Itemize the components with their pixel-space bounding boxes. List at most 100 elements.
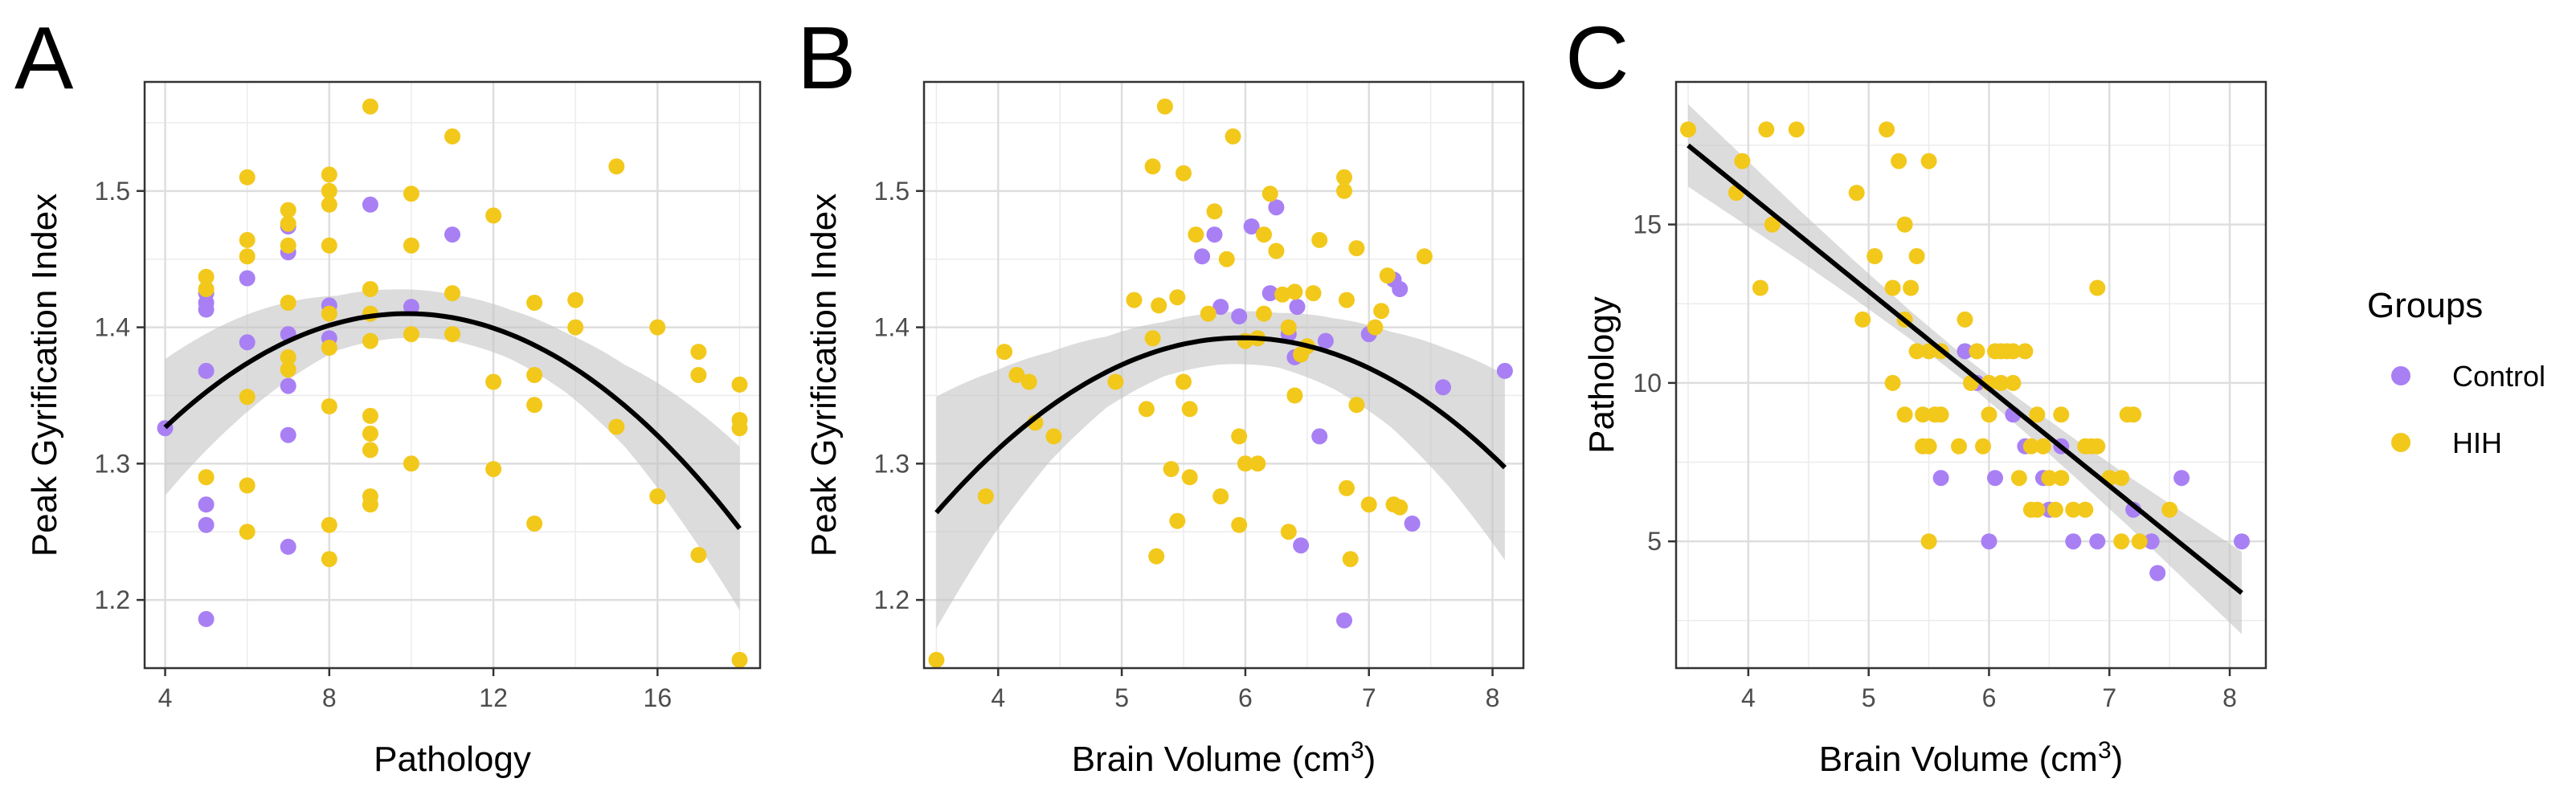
panel-b-point-hih — [1126, 291, 1143, 308]
panel-c-point-hih — [2005, 343, 2022, 360]
panel-b-point-hih — [1336, 182, 1352, 199]
panel-a-point-hih — [198, 469, 215, 486]
panel-c-point-hih — [1903, 279, 1920, 296]
panel-b-point-hih — [928, 651, 945, 668]
panel-c-frame — [1674, 80, 2267, 670]
panel-c-point-hih — [2053, 406, 2070, 423]
panel-a: A 4 8 12 16 1.2 1.3 1.4 1.5 Pathology Peak Gyr… — [14, 9, 762, 779]
panel-a-point-hih — [690, 367, 707, 383]
panel-c-x-axis-label-close: ) — [2112, 740, 2124, 779]
panel-a-point-hih — [321, 516, 337, 533]
panel-b-y-axis-label: Peak Gyrification Index — [804, 194, 844, 556]
panel-b-point-hih — [1416, 248, 1433, 265]
panel-c-point-hih — [1854, 311, 1871, 328]
panel-a-x-ticks: 4 8 12 16 — [158, 668, 672, 712]
panel-a-point-control — [403, 299, 419, 316]
panel-c-point-hih — [2017, 343, 2034, 360]
panel-c: C 4 5 6 7 8 5 10 15 Brain Volume (cm3) Patholo… — [1565, 9, 2267, 779]
panel-b-point-hih — [1342, 551, 1359, 568]
panel-c-point-hih — [2161, 501, 2178, 518]
panel-c-point-control — [2173, 470, 2190, 487]
panel-b-point-hih — [1176, 165, 1192, 181]
panel-a-point-control — [280, 377, 296, 394]
panel-a-point-hih — [280, 295, 296, 311]
panel-c-x-axis-label-main: Brain Volume (cm — [1819, 740, 2098, 779]
panel-b-point-hih — [1286, 387, 1303, 404]
panel-c-y-axis-label: Pathology — [1582, 296, 1621, 454]
panel-c-point-hih — [1908, 343, 1925, 360]
panel-b-point-hih — [1261, 185, 1278, 202]
panel-a-point-hih — [321, 305, 337, 322]
panel-b-point-hih — [1008, 367, 1025, 383]
panel-c-point-hih — [1920, 438, 1937, 455]
panel-a-point-hih — [526, 516, 543, 532]
panel-b-point-hih — [1148, 548, 1165, 565]
panel-a-x-tick-label: 16 — [644, 683, 673, 712]
panel-b-point-hih — [1206, 203, 1223, 220]
panel-b-point-hih — [1181, 401, 1198, 418]
panel-c-point-hih — [2113, 470, 2130, 487]
panel-a-point-hih — [731, 376, 748, 393]
panel-b-point-hih — [1367, 319, 1384, 336]
panel-c-y-tick-label: 5 — [1647, 527, 1662, 556]
panel-c-letter: C — [1565, 9, 1629, 108]
legend-control-swatch — [2391, 366, 2410, 385]
panel-a-point-control — [239, 334, 256, 351]
panel-a-point-control — [362, 196, 378, 213]
panel-a-point-hih — [608, 158, 625, 175]
panel-c-point-control — [1987, 470, 2003, 487]
panel-b-y-tick-label: 1.2 — [874, 585, 910, 614]
panel-a-point-hih — [731, 412, 748, 428]
panel-b-points — [928, 98, 1513, 668]
panel-a-point-hih — [649, 319, 666, 336]
panel-b-point-hih — [1280, 524, 1297, 540]
panel-a-point-hih — [362, 442, 378, 459]
panel-a-point-hih — [403, 185, 419, 202]
panel-b-point-hih — [977, 488, 994, 505]
panel-a-point-hih — [239, 524, 256, 540]
panel-b-point-hih — [996, 344, 1012, 361]
panel-c-point-control — [2089, 533, 2106, 550]
panel-c-fit-path — [1687, 143, 2243, 595]
panel-b-point-control — [1261, 285, 1278, 302]
panel-a-point-hih — [321, 237, 337, 254]
panel-a-point-control — [198, 496, 215, 513]
panel-a-y-ticks: 1.2 1.3 1.4 1.5 — [95, 177, 145, 614]
panel-c-point-hih — [2125, 406, 2142, 423]
panel-b-point-control — [1336, 612, 1352, 629]
panel-b-x-axis-label: Brain Volume (cm3) — [1072, 737, 1376, 779]
panel-c-point-control — [1981, 533, 1997, 550]
panel-c-point-hih — [2034, 438, 2051, 455]
panel-b-point-hih — [1336, 169, 1352, 185]
panel-a-point-hih — [526, 367, 543, 383]
panel-c-point-hih — [1879, 121, 1895, 138]
panel-b-point-hih — [1225, 128, 1241, 145]
panel-a-point-hih — [362, 98, 378, 115]
panel-a-point-control — [198, 516, 215, 533]
panel-a-x-tick-label: 4 — [158, 683, 173, 712]
panel-c-y-ticks: 5 10 15 — [1633, 210, 1676, 556]
panel-b-point-hih — [1379, 267, 1396, 284]
panel-a-point-hih — [280, 202, 296, 218]
panel-a-y-axis-label: Peak Gyrification Index — [25, 194, 64, 556]
panel-c-x-tick-label: 4 — [1741, 683, 1756, 712]
panel-c-point-hih — [2077, 501, 2094, 518]
panel-c-point-hih — [2089, 279, 2106, 296]
panel-a-point-hih — [444, 326, 460, 343]
panel-a-points — [157, 98, 748, 668]
legend-control-label: Control — [2452, 360, 2545, 393]
panel-c-point-control — [2234, 533, 2250, 550]
panel-a-y-tick-label: 1.2 — [95, 585, 130, 614]
panel-c-point-hih — [1915, 406, 1932, 423]
panel-a-point-hih — [403, 237, 419, 254]
panel-b-point-control — [1311, 428, 1328, 445]
panel-c-points — [1680, 121, 2250, 581]
panel-a-fit-line — [163, 311, 742, 531]
panel-a-point-hih — [485, 373, 502, 390]
panel-b-point-hih — [1212, 488, 1229, 505]
panel-b-x-axis-label-sup: 3 — [1351, 737, 1364, 764]
panel-a-point-hih — [239, 231, 256, 248]
panel-a-point-hih — [280, 237, 296, 254]
panel-b-x-axis-label-close: ) — [1364, 740, 1376, 779]
panel-a-point-hih — [362, 332, 378, 349]
